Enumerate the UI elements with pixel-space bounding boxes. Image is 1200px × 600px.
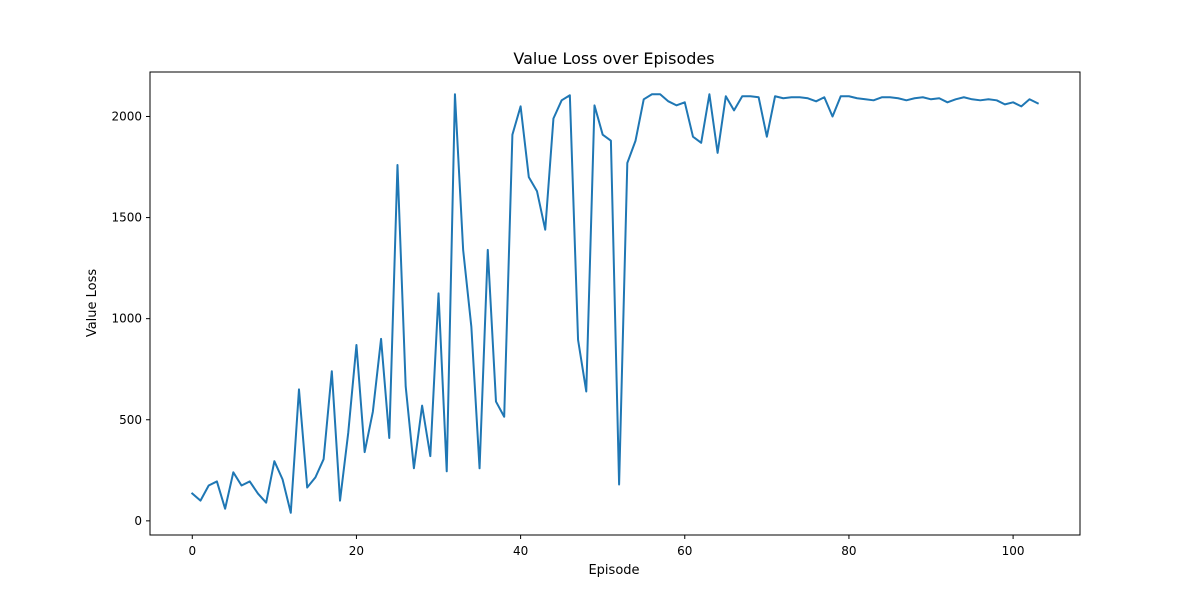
x-tick-label: 0 — [188, 544, 196, 558]
y-tick-label: 500 — [119, 413, 142, 427]
x-tick-label: 100 — [1002, 544, 1025, 558]
y-tick-label: 1000 — [111, 312, 142, 326]
y-tick-label: 1500 — [111, 211, 142, 225]
x-tick-label: 40 — [513, 544, 528, 558]
chart-title: Value Loss over Episodes — [513, 49, 714, 68]
x-tick-label: 60 — [677, 544, 692, 558]
y-axis-label: Value Loss — [85, 269, 100, 338]
plot-frame — [149, 71, 1081, 536]
x-tick-label: 20 — [349, 544, 364, 558]
y-tick-label: 2000 — [111, 109, 142, 123]
y-tick-label: 0 — [134, 514, 142, 528]
x-axis-label: Episode — [588, 563, 639, 578]
series-line-0 — [190, 93, 1040, 514]
x-tick-label: 80 — [841, 544, 856, 558]
